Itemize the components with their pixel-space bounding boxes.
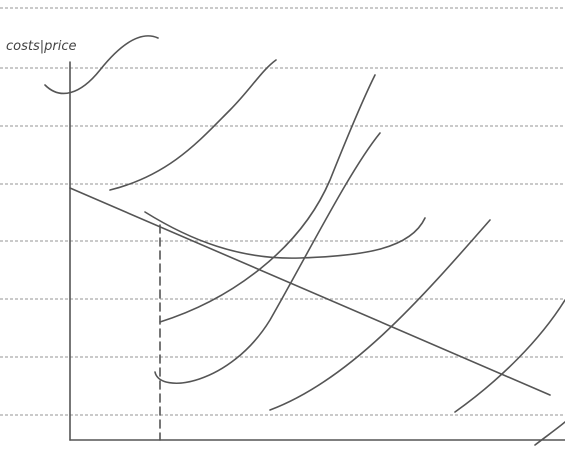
- axis-label: costs|price: [6, 39, 76, 54]
- page: costs|price (() => { const data = JSON.p…: [0, 0, 565, 473]
- paper: [0, 0, 565, 473]
- sketch: costs|price: [0, 0, 565, 473]
